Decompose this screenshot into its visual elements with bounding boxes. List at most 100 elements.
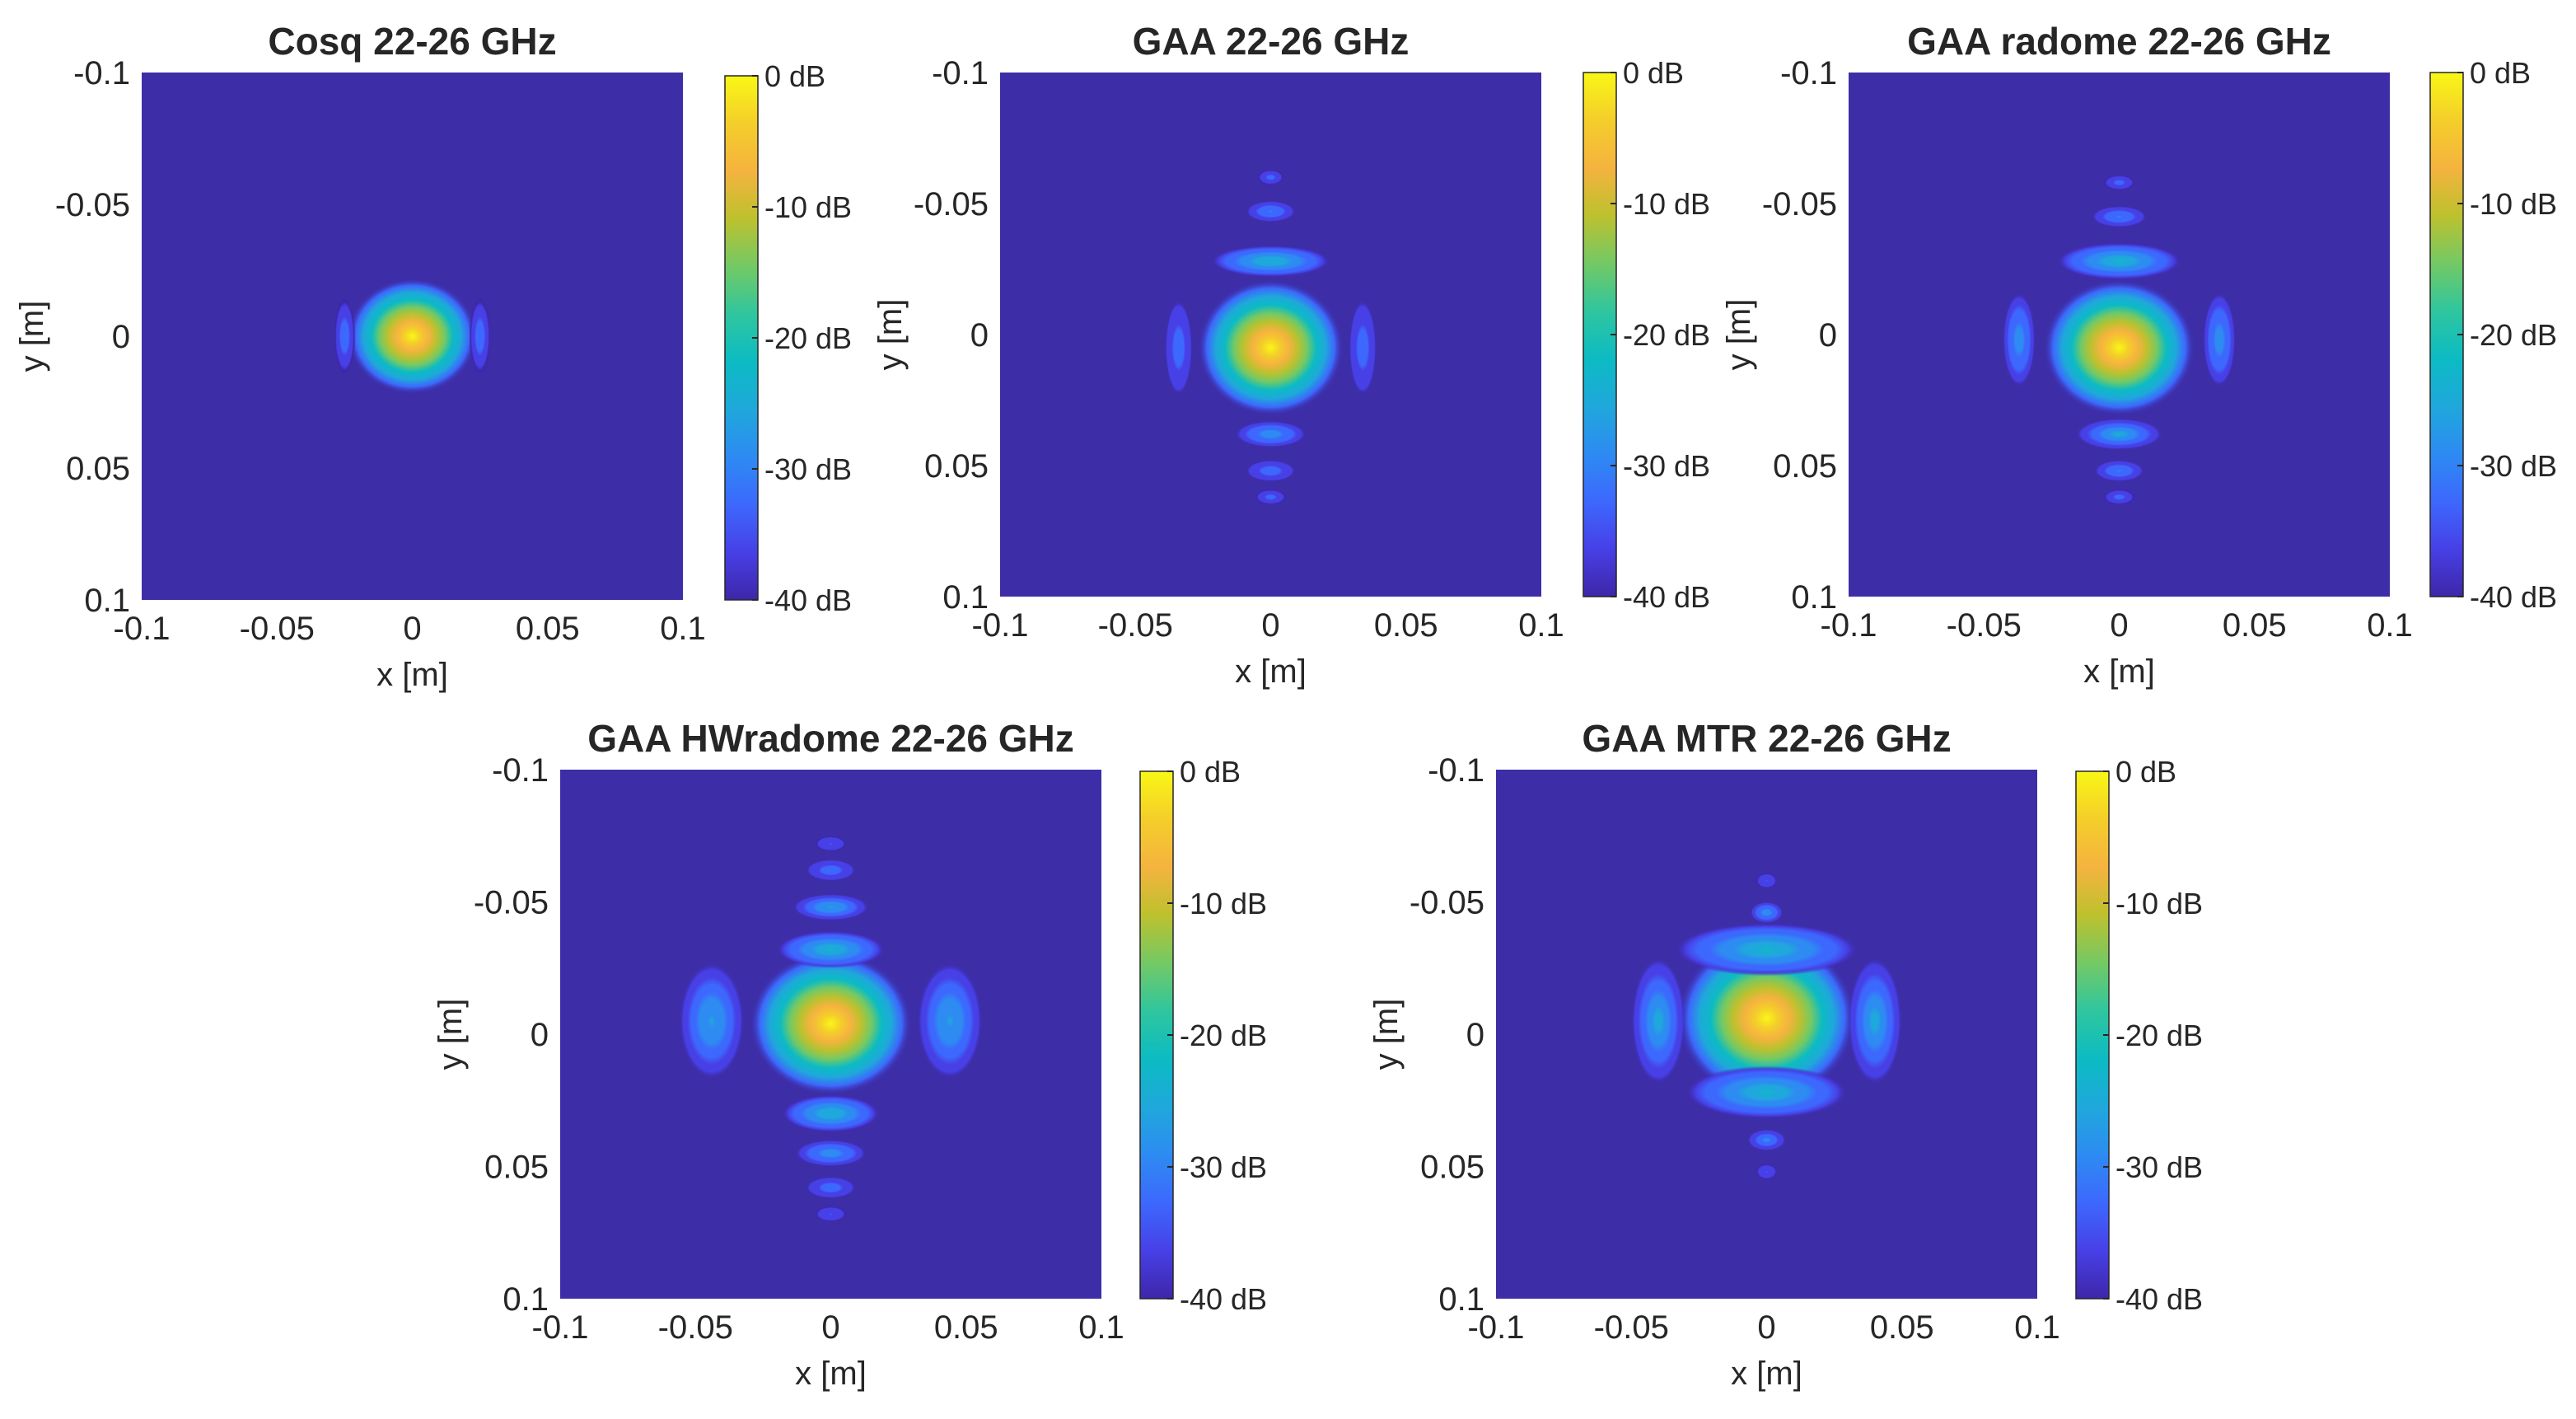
x-axis-label: x [m] (1235, 653, 1307, 690)
y-tick-label: 0.1 (503, 1281, 549, 1318)
y-tick-label: 0.1 (84, 583, 130, 619)
heatmap (334, 278, 491, 395)
side-lobe (1747, 1129, 1786, 1151)
y-tick-label: -0.1 (1428, 752, 1484, 789)
side-lobe (814, 836, 848, 852)
colorbar-tick-label: 0 dB (2470, 56, 2531, 90)
x-axis-label: x [m] (376, 657, 448, 693)
panel-3: GAA radome 22-26 GHz-0.1 -0.05 0 0.05 0.1-0.… (1721, 20, 2557, 690)
y-tick-label: 0 (1819, 317, 1837, 354)
colorbar-tick-label: -30 dB (1180, 1150, 1267, 1184)
panel-1: Cosq 22-26 GHz-0.1 -0.05 0 0.05 0.1-0.1-0.05… (14, 20, 852, 693)
x-tick-label: 0 (403, 611, 421, 647)
colorbar-tick-label: -40 dB (2470, 580, 2557, 614)
panel-5: GAA MTR 22-26 GHz-0.1 -0.05 0 0.05 0.1-0.1-0… (1368, 717, 2203, 1392)
side-arc (1631, 957, 1685, 1084)
x-tick-label: 0.1 (2367, 607, 2413, 644)
panel-2: GAA 22-26 GHz -0.1 -0.05 0 0.05 0.1 -0.1 -0.05 0… (872, 20, 1710, 690)
chart-title: GAA 22-26 GHz (1133, 20, 1410, 63)
y-tick-label: -0.05 (55, 187, 130, 223)
side-lobe (806, 859, 856, 881)
colorbar-tick-label: 0 dB (1180, 755, 1241, 789)
x-tick-label: 0.1 (1518, 607, 1564, 644)
side-lobe (1750, 902, 1784, 924)
x-axis-label: x [m] (2083, 653, 2155, 690)
side-arc (679, 962, 745, 1079)
x-tick-label: 0.1 (1078, 1309, 1124, 1346)
colorbar-tick-label: 0 dB (2115, 755, 2176, 789)
colorbar-tick-label: -40 dB (1623, 580, 1710, 614)
colorbar-tick-label: -10 dB (1180, 887, 1267, 920)
x-tick-label: -0.1 (972, 607, 1029, 644)
x-axis-label: x [m] (1731, 1356, 1802, 1392)
x-tick-label: -0.05 (240, 611, 315, 647)
colorbar-tick-label: -40 dB (2115, 1282, 2203, 1316)
x-tick-label: -0.05 (1594, 1309, 1669, 1346)
x-tick-label: -0.05 (658, 1309, 733, 1346)
x-tick-label: 0.1 (660, 611, 706, 647)
y-axis-label: y [m] (1368, 999, 1405, 1070)
main-beam (1677, 936, 1856, 1101)
heatmap (2003, 175, 2236, 505)
x-tick-label: 0.05 (1374, 607, 1438, 644)
colorbar-tick-label: -30 dB (2115, 1150, 2203, 1184)
x-tick-label: 0.05 (2223, 607, 2287, 644)
panel-4: GAA HWradome 22-26 GHz-0.1 -0.05 0 0.05 0.1-… (432, 717, 1267, 1392)
x-tick-label: -0.1 (1821, 607, 1877, 644)
side-arc (334, 297, 356, 376)
side-lobe (806, 1177, 856, 1199)
y-tick-label: 0.05 (1773, 448, 1837, 485)
heatmap (1631, 873, 1902, 1180)
side-arc (1349, 300, 1377, 396)
x-tick-label: -0.1 (114, 611, 171, 647)
heatmap (1165, 169, 1377, 505)
y-tick-label: -0.1 (492, 752, 549, 789)
colorbar-tick-label: -20 dB (2115, 1019, 2203, 1052)
colorbar-tick-label: -10 dB (2470, 187, 2557, 221)
y-tick-label: 0 (112, 319, 130, 355)
x-tick-label: 0 (821, 1309, 839, 1346)
chart-title: GAA radome 22-26 GHz (1907, 20, 2331, 63)
y-tick-label: 0 (1466, 1017, 1484, 1053)
side-lobe (1254, 489, 1288, 505)
y-tick-label: 0 (970, 317, 989, 354)
side-arc (1685, 1065, 1849, 1119)
side-arc (917, 962, 983, 1079)
y-tick-label: 0.1 (1438, 1281, 1484, 1318)
side-arc (2003, 293, 2036, 387)
side-lobe (1756, 1164, 1778, 1180)
y-axis-label: y [m] (14, 301, 50, 372)
side-lobe (2102, 175, 2136, 191)
side-lobe (1211, 245, 1330, 278)
side-lobe (782, 1094, 880, 1132)
colorbar-tick-label: -40 dB (764, 583, 852, 617)
y-axis-label: y [m] (1721, 299, 1757, 371)
y-axis-label: y [m] (432, 999, 469, 1070)
side-lobe (1246, 200, 1296, 222)
side-arc (1165, 300, 1193, 396)
side-lobe (1246, 460, 1296, 482)
y-tick-label: -0.1 (73, 55, 130, 91)
x-tick-label: 0.05 (934, 1309, 998, 1346)
x-tick-label: 0 (1261, 607, 1279, 644)
y-tick-label: -0.05 (914, 186, 989, 222)
x-tick-label: -0.05 (1098, 607, 1173, 644)
main-beam (749, 952, 913, 1095)
colorbar-tick-label: -20 dB (1623, 318, 1710, 352)
chart-title: Cosq 22-26 GHz (268, 20, 556, 63)
x-tick-label: 0 (1757, 1309, 1775, 1346)
y-tick-label: 0.1 (1791, 579, 1837, 616)
colorbar-tick-label: -10 dB (2115, 887, 2203, 920)
main-beam (2043, 279, 2195, 416)
side-lobe (2075, 418, 2163, 450)
x-tick-label: -0.1 (532, 1309, 589, 1346)
colorbar-tick-label: -20 dB (764, 321, 852, 355)
y-tick-label: -0.1 (932, 55, 989, 91)
side-lobe (776, 930, 886, 968)
colorbar-tick-label: -40 dB (1180, 1282, 1267, 1316)
colorbar-tick-label: -10 dB (1623, 187, 1710, 221)
colorbar-tick-label: -30 dB (2470, 449, 2557, 483)
y-tick-label: 0 (531, 1017, 549, 1053)
side-arc (469, 297, 491, 376)
side-lobe (1756, 873, 1778, 889)
